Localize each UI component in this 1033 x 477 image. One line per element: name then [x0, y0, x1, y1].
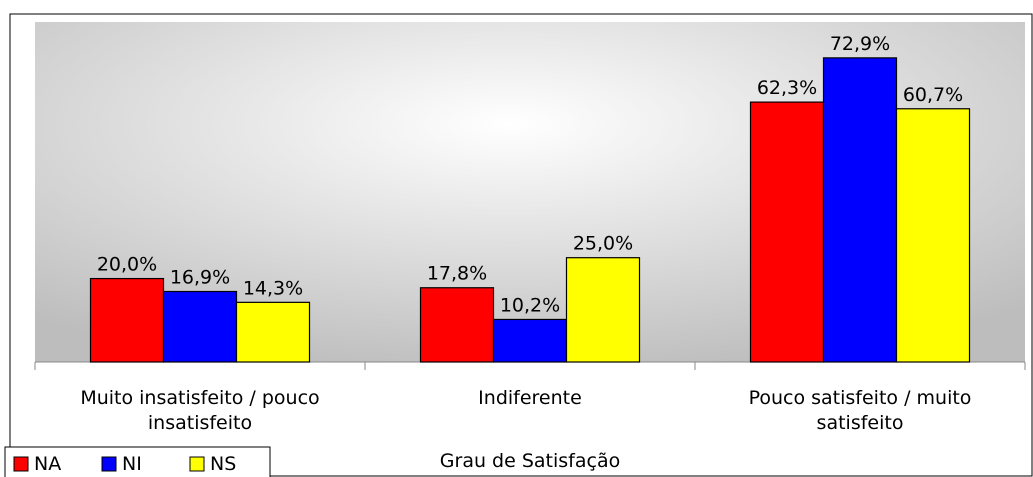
chart-frame: [9, 13, 1033, 477]
legend-label: NA: [34, 453, 61, 475]
legend-label: NI: [122, 453, 142, 475]
bar: [89, 277, 165, 363]
value-label: 20,0%: [97, 254, 157, 276]
legend-swatch: [13, 456, 29, 472]
bar: [749, 101, 825, 363]
value-label: 72,9%: [830, 33, 890, 55]
x-tick-label: Muito insatisfeito / pouco insatisfeito: [80, 387, 320, 434]
value-label: 62,3%: [757, 77, 817, 99]
value-label: 60,7%: [903, 84, 963, 106]
bar: [492, 318, 568, 363]
bar: [235, 301, 311, 363]
bar: [895, 108, 971, 363]
bar: [565, 257, 641, 363]
value-label: 17,8%: [427, 263, 487, 285]
x-tick-label: Indiferente: [478, 387, 582, 409]
value-label: 16,9%: [170, 266, 230, 288]
bar: [419, 287, 495, 363]
legend-swatch: [189, 456, 205, 472]
value-label: 10,2%: [500, 294, 560, 316]
legend-label: NS: [210, 453, 236, 475]
x-tick-label: Pouco satisfeito / muito satisfeito: [748, 387, 972, 434]
bar: [162, 290, 238, 363]
bar: [822, 57, 898, 363]
legend-swatch: [101, 456, 117, 472]
x-axis-label: Grau de Satisfação: [440, 450, 620, 472]
legend-box: [4, 446, 271, 477]
value-label: 25,0%: [573, 233, 633, 255]
value-label: 14,3%: [243, 277, 303, 299]
